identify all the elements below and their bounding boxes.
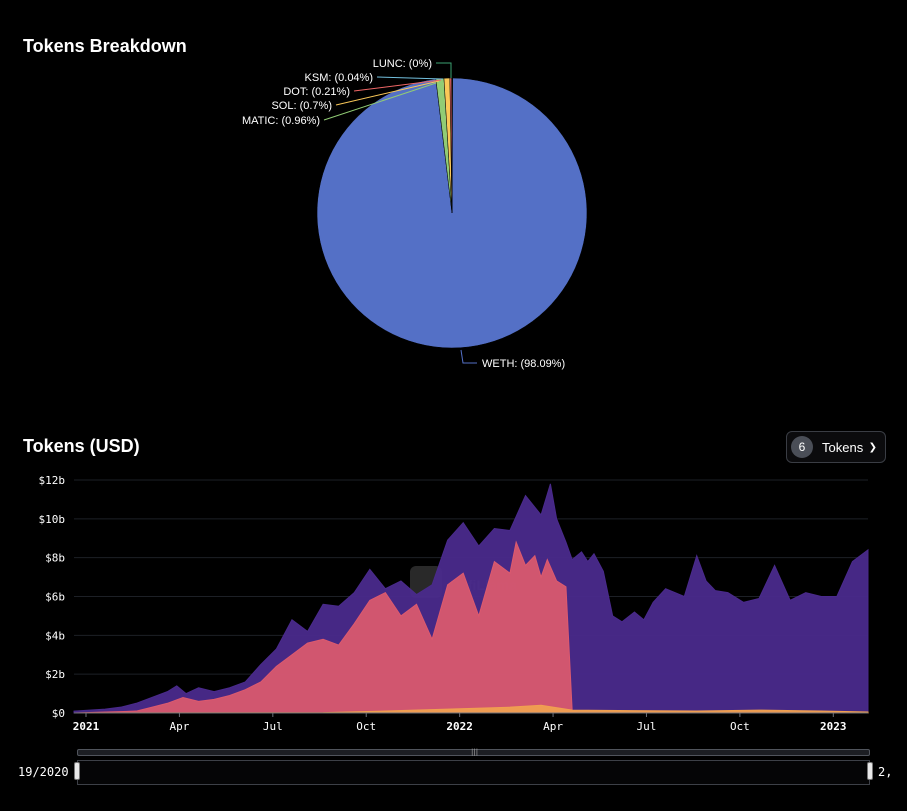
x-tick-label: 2023	[820, 720, 847, 733]
slider-start-date: 19/2020	[18, 765, 69, 779]
y-tick-label: $4b	[45, 629, 65, 642]
tokens-count-badge: 6	[791, 436, 813, 458]
pie-label-line-ksm	[376, 76, 444, 80]
zoom-slider[interactable]: |||	[74, 748, 873, 785]
x-tick-label: Jul	[637, 720, 657, 733]
y-tick-label: $12b	[39, 474, 66, 487]
slider-handle-start[interactable]	[74, 762, 80, 780]
grip-icon[interactable]: |||	[471, 748, 479, 756]
x-tick-label: 2021	[73, 720, 100, 733]
y-tick-label: $2b	[45, 668, 65, 681]
x-tick-label: Jul	[263, 720, 283, 733]
tokens-select-label: Tokens	[822, 439, 864, 455]
slider-handle-end[interactable]	[867, 762, 873, 780]
slider-track[interactable]	[77, 749, 870, 756]
x-tick-label: Apr	[169, 720, 189, 733]
x-tick-label: Oct	[730, 720, 750, 733]
pie-chart-title: Tokens Breakdown	[23, 36, 187, 56]
area-chart: $0$2b$4b$6b$8b$10b$12bDefiLlama2021AprJu…	[39, 474, 869, 733]
y-tick-label: $10b	[39, 513, 66, 526]
pie-label-line-weth	[460, 349, 477, 364]
pie-label-line-dot	[353, 79, 442, 92]
area-series-2[interactable]	[73, 704, 869, 714]
area-chart-title: Tokens (USD)	[23, 436, 140, 456]
pie-label-line-lunc	[436, 62, 452, 78]
pie-slice-lunc[interactable]	[451, 77, 453, 214]
y-tick-label: $0	[52, 707, 65, 720]
pie-label-dot: DOT: (0.21%)	[283, 86, 350, 98]
pie-label-line-sol	[335, 80, 440, 106]
chevron-down-icon: ❯	[868, 441, 877, 453]
y-tick-label: $6b	[45, 591, 65, 604]
x-tick-label: Oct	[356, 720, 376, 733]
slider-range-box[interactable]	[77, 760, 870, 785]
pie-label-sol: SOL: (0.7%)	[271, 100, 332, 112]
pie-chart: WETH: (98.09%) MATIC: (0.96%) SOL: (0.7%) D…	[242, 58, 588, 370]
area-series-1[interactable]	[73, 540, 869, 714]
slider-end-date: 2,	[878, 765, 893, 779]
tokens-select-button[interactable]: 6 Tokens ❯	[786, 431, 886, 463]
x-tick-label: Apr	[543, 720, 563, 733]
x-tick-label: 2022	[446, 720, 473, 733]
pie-label-ksm: KSM: (0.04%)	[305, 72, 373, 84]
pie-label-line-matic	[323, 82, 437, 121]
y-tick-label: $8b	[45, 552, 65, 565]
pie-label-matic: MATIC: (0.96%)	[242, 115, 320, 127]
pie-label-lunc: LUNC: (0%)	[373, 58, 432, 70]
pie-label-weth: WETH: (98.09%)	[482, 358, 565, 370]
